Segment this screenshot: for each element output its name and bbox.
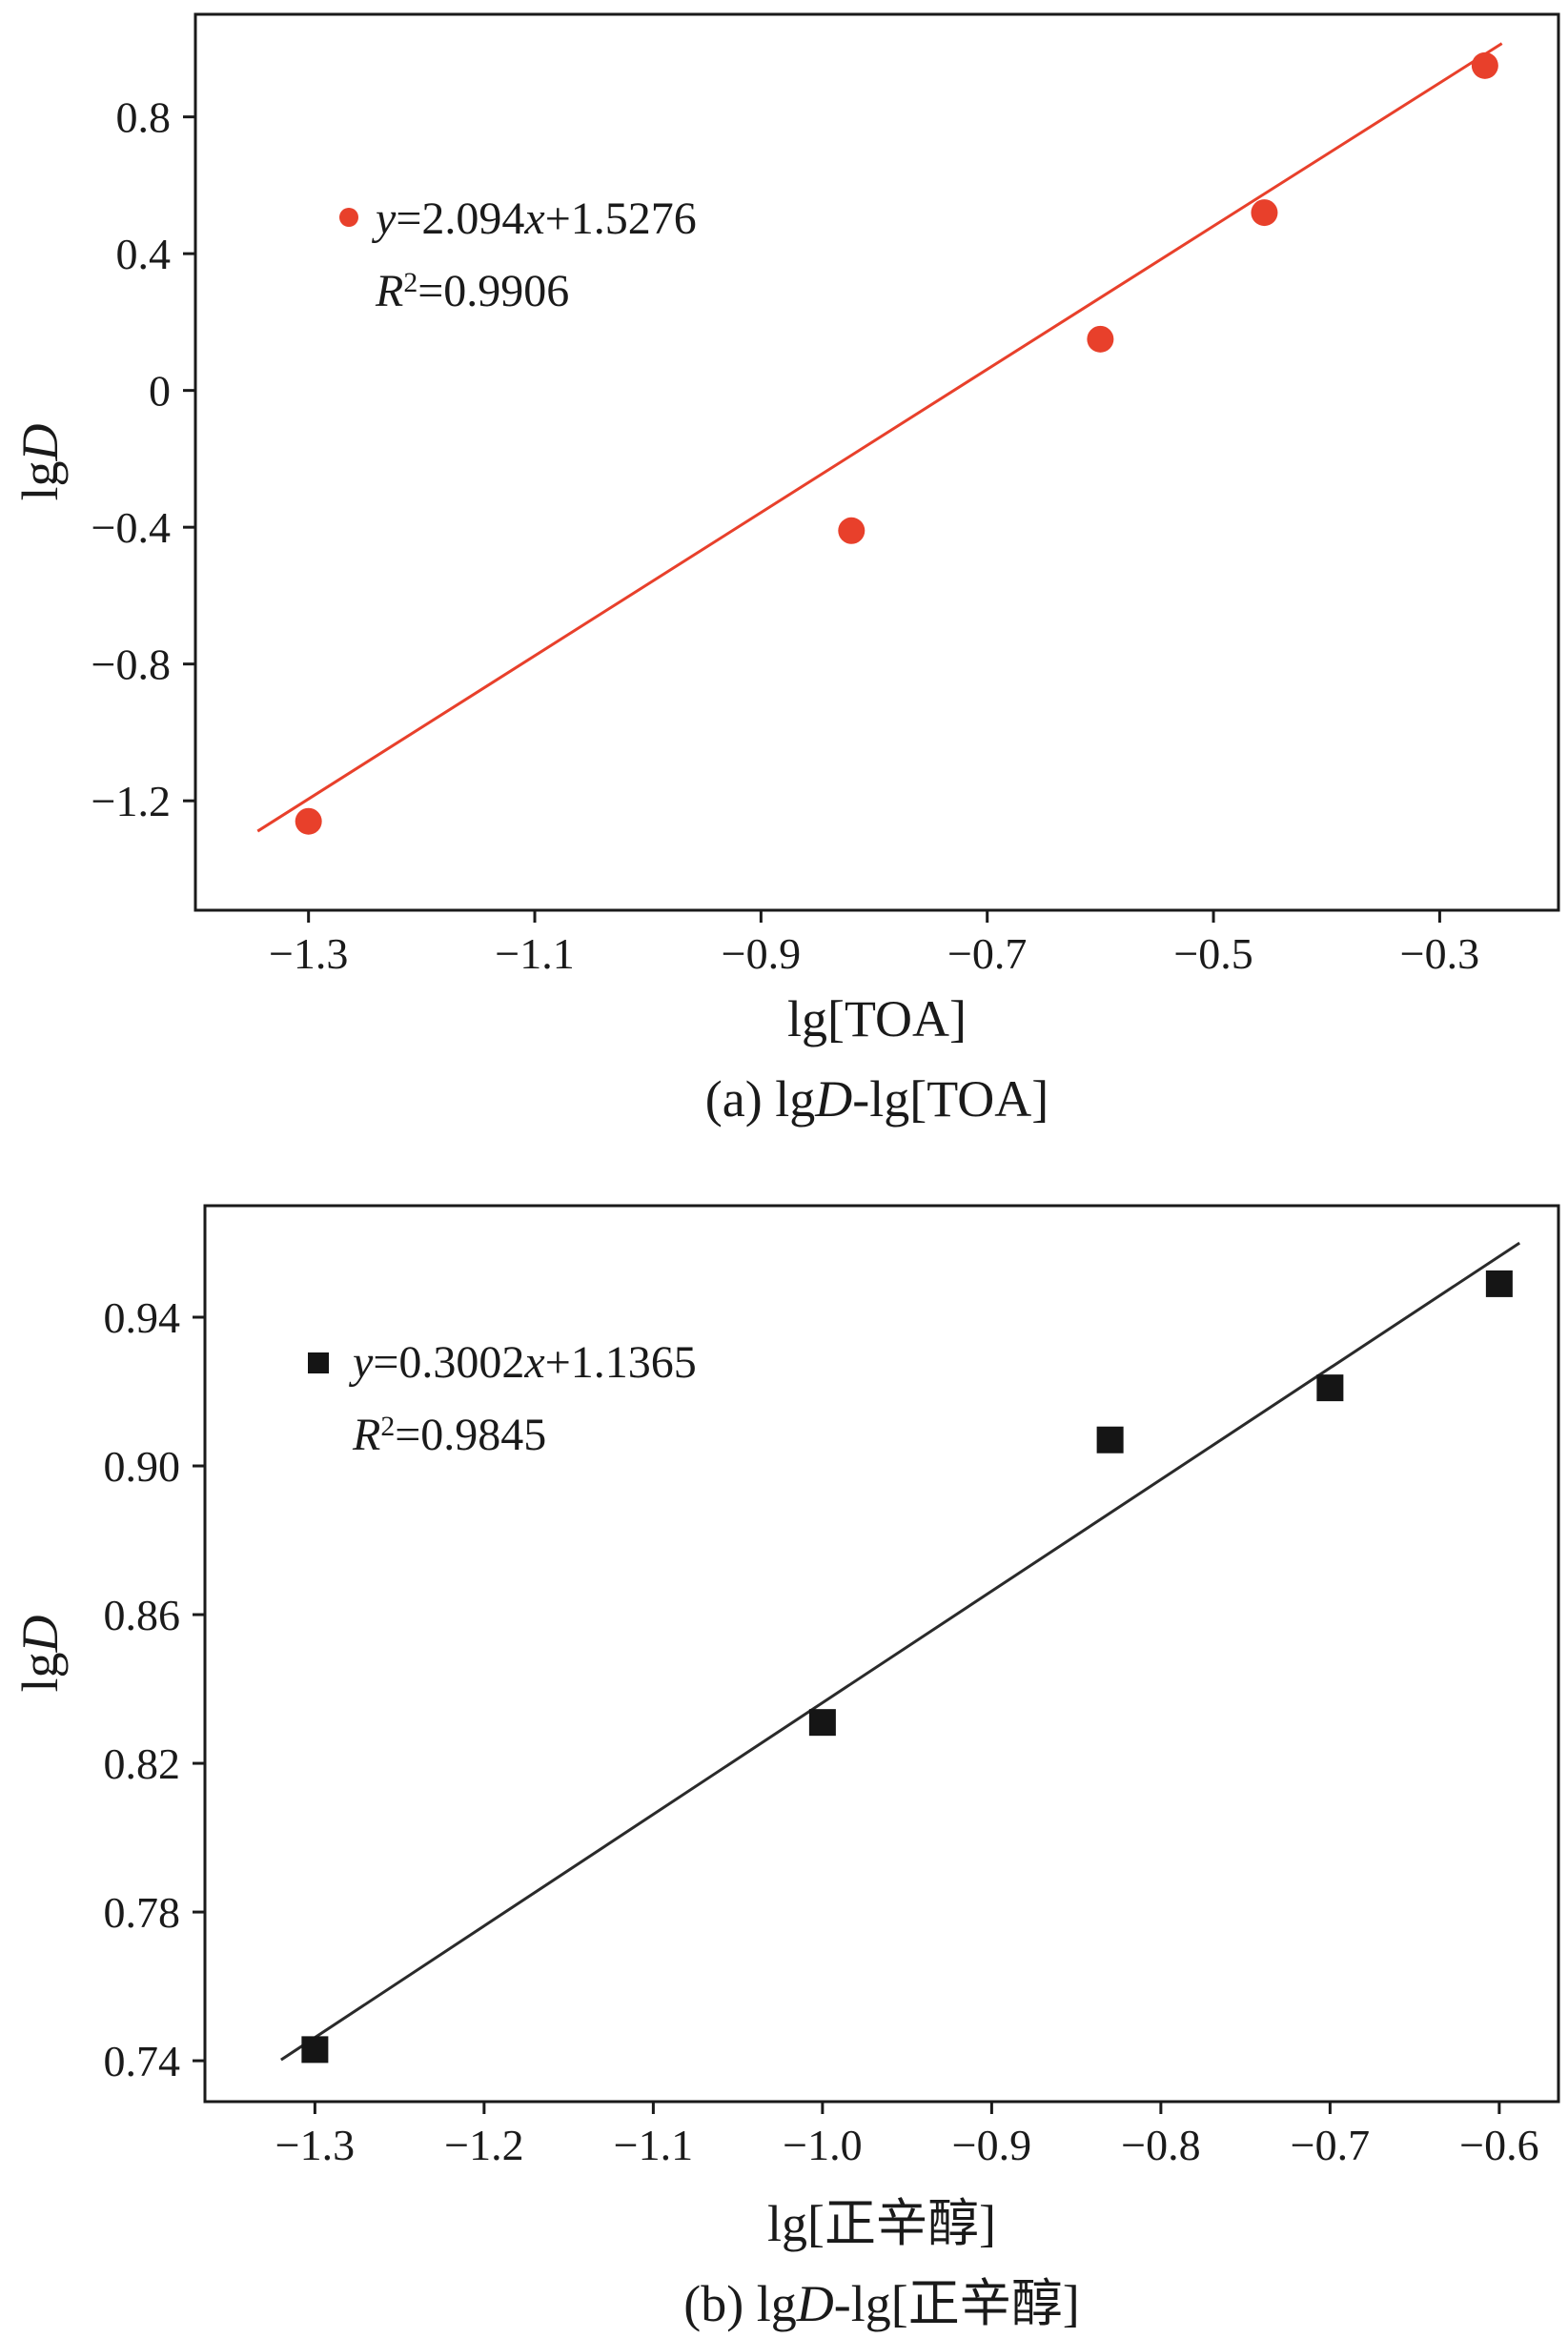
text-segment: =0.9845 — [395, 1410, 547, 1460]
text-segment: D — [815, 1070, 853, 1128]
data-point — [1087, 325, 1114, 353]
y-tick-label: −0.8 — [92, 640, 171, 689]
y-tick-label: −0.4 — [92, 503, 171, 552]
chart-a-equation: y=2.094x+1.5276 — [376, 193, 697, 245]
y-tick-label: 0.90 — [104, 1442, 181, 1491]
text-segment: D — [796, 2275, 834, 2332]
chart-a-x-axis-label: lg[TOA] — [195, 989, 1558, 1048]
x-tick-label: −1.1 — [614, 2121, 693, 2169]
chart-b-x-axis-label: lg[正辛醇] — [205, 2181, 1558, 2256]
text-segment: 2 — [403, 267, 418, 299]
text-segment: (b) lg — [683, 2275, 797, 2332]
text-segment: y — [376, 193, 397, 244]
chart-a-canvas: −1.3 −1.1 −0.9 −0.7 −0.5 −0.3 0.8 0.4 0 −0.4 −0.8 −… — [92, 12, 1560, 978]
y-tick-label: 0.74 — [104, 2037, 181, 2085]
data-point — [838, 517, 865, 544]
data-point — [1316, 1374, 1344, 1402]
text-segment: D — [11, 423, 69, 461]
chart-b-equation: y=0.3002x+1.1365 — [353, 1336, 697, 1389]
chart-a-caption: (a) lgD-lg[TOA] — [195, 1069, 1558, 1128]
plot-frame — [193, 12, 1560, 912]
x-tick-label: −1.2 — [444, 2121, 523, 2169]
chart-b-legend-marker-square — [308, 1352, 329, 1373]
fit-line — [256, 42, 1503, 833]
text-segment: +1.1365 — [544, 1337, 697, 1388]
text-segment: =0.3002 — [373, 1337, 525, 1388]
text-segment: R — [376, 266, 404, 316]
text-segment: lg[正辛醇] — [767, 2195, 996, 2252]
y-tick-label: 0.94 — [104, 1293, 181, 1342]
text-segment: =0.9906 — [417, 266, 570, 316]
fit-line — [280, 1241, 1521, 2062]
chart-b-caption: (b) lgD-lg[正辛醇] — [205, 2261, 1558, 2336]
y-tick-label: 0.8 — [116, 93, 172, 142]
data-point — [1096, 1426, 1124, 1454]
chart-a-r-squared: R2=0.9906 — [376, 265, 569, 317]
text-segment: x — [524, 193, 545, 244]
data-point — [1485, 1270, 1513, 1297]
x-tick-label: −0.6 — [1459, 2121, 1538, 2169]
text-segment: lg — [11, 460, 69, 501]
x-tick-label: −0.7 — [947, 929, 1027, 978]
y-tick-label: 0 — [149, 367, 171, 416]
x-tick-label: −0.8 — [1121, 2121, 1200, 2169]
text-segment: lg — [11, 1652, 69, 1693]
x-tick-label: −0.9 — [952, 2121, 1031, 2169]
text-segment: x — [524, 1337, 545, 1388]
y-tick-label: 0.78 — [104, 1888, 181, 1937]
y-tick-label: 0.86 — [104, 1591, 181, 1639]
x-tick-label: −0.5 — [1173, 929, 1252, 978]
y-tick-label: −1.2 — [92, 777, 171, 825]
chart-a-legend-marker-dot — [339, 208, 358, 227]
chart-b-canvas: −1.3 −1.2 −1.1 −1.0 −0.9 −0.8 −0.7 −0.6 0.74 0.78… — [104, 1204, 1560, 2169]
x-tick-label: −0.9 — [722, 929, 801, 978]
x-tick-label: −1.0 — [783, 2121, 862, 2169]
data-point — [295, 807, 322, 835]
plot-frame — [203, 1204, 1560, 2104]
chart-b-r-squared: R2=0.9845 — [353, 1409, 546, 1461]
text-segment: -lg[TOA] — [852, 1070, 1049, 1128]
text-segment: -lg[正辛醇] — [833, 2275, 1080, 2332]
x-tick-label: −1.1 — [495, 929, 574, 978]
x-tick-label: −0.3 — [1400, 929, 1479, 978]
data-point — [1251, 199, 1278, 227]
x-tick-label: −1.3 — [275, 2121, 355, 2169]
text-segment: (a) lg — [704, 1070, 816, 1128]
text-segment: D — [11, 1615, 69, 1653]
x-tick-label: −0.7 — [1291, 2121, 1370, 2169]
text-segment: =2.094 — [396, 193, 525, 244]
data-point — [808, 1709, 836, 1737]
data-point — [301, 2036, 329, 2064]
y-tick-label: 0.4 — [116, 230, 172, 278]
y-tick-label: 0.82 — [104, 1739, 181, 1788]
chart-b-y-axis-label: lgD — [11, 1539, 69, 1768]
text-segment: y — [353, 1337, 374, 1388]
data-point — [1471, 51, 1498, 79]
text-segment: R — [353, 1410, 381, 1460]
text-segment: lg[TOA] — [787, 990, 967, 1047]
text-segment: +1.5276 — [544, 193, 697, 244]
text-segment: 2 — [380, 1411, 396, 1443]
chart-a-y-axis-label: lgD — [11, 348, 69, 577]
x-tick-label: −1.3 — [269, 929, 348, 978]
